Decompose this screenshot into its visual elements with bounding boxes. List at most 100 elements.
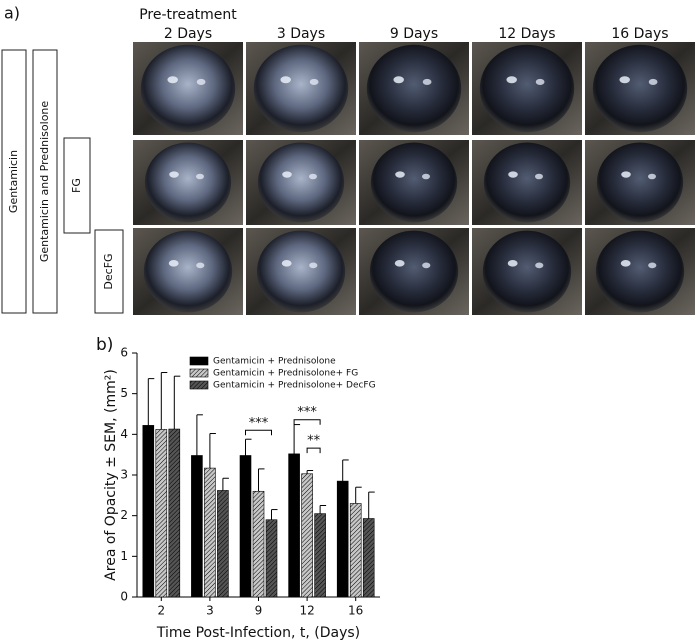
bar	[252, 490, 265, 598]
y-tick-label: 6	[120, 346, 128, 360]
eye-photo	[246, 228, 356, 315]
bar	[142, 425, 155, 598]
row-box	[1, 49, 27, 314]
eye-highlight	[196, 262, 205, 269]
bar	[265, 519, 278, 598]
bar	[217, 490, 229, 598]
legend-swatch	[189, 368, 209, 378]
eye-photo	[585, 140, 695, 225]
eye-cornea	[482, 230, 572, 313]
legend-label: Gentamicin + Prednisolone+ DecFG	[213, 381, 376, 391]
eye-cornea	[592, 44, 688, 133]
eye-photo	[472, 228, 582, 315]
bar	[204, 467, 216, 598]
eye-highlight	[535, 78, 545, 86]
x-tick-label: 9	[255, 604, 263, 618]
eye-highlight	[620, 260, 631, 267]
eye-cornea	[483, 142, 571, 223]
column-header: 12 Days	[498, 26, 556, 42]
eye-photo	[359, 228, 469, 315]
y-tick-label: 2	[120, 508, 128, 522]
x-axis-label: Time Post-Infection, t, (Days)	[156, 625, 360, 641]
eye-photo	[359, 140, 469, 225]
y-tick-label: 4	[120, 427, 128, 441]
eye-cornea	[256, 230, 346, 313]
eye-cornea	[595, 230, 685, 313]
row-label: Gentamicin	[7, 150, 20, 213]
eye-highlight	[647, 173, 656, 180]
significance-bracket	[306, 447, 321, 454]
eye-highlight	[507, 260, 518, 267]
bar	[191, 455, 203, 598]
row-label: Gentamicin and Prednisolone	[38, 101, 51, 263]
bar	[314, 513, 326, 598]
significance-bracket	[293, 419, 321, 425]
eye-cornea	[144, 142, 232, 223]
legend-swatch	[189, 356, 209, 366]
x-tick-label: 3	[206, 604, 214, 618]
eye-highlight	[281, 260, 292, 267]
row-box	[32, 49, 58, 314]
legend-label: Gentamicin + Prednisolone+ FG	[213, 369, 358, 379]
eye-photo	[246, 42, 356, 135]
eye-cornea	[479, 44, 575, 133]
row-box	[63, 137, 91, 234]
eye-cornea	[143, 230, 233, 313]
eye-highlight	[394, 260, 405, 267]
x-tick-label: 2	[157, 604, 165, 618]
legend-label: Gentamicin + Prednisolone	[213, 357, 336, 367]
legend-swatch	[189, 380, 209, 390]
eye-highlight	[309, 262, 318, 269]
y-axis-label: Area of Opacity ± SEM, (mm²)	[103, 369, 119, 581]
eye-cornea	[370, 142, 458, 223]
eye-photo	[472, 140, 582, 225]
eye-highlight	[308, 173, 317, 180]
row-label: DecFG	[102, 253, 115, 289]
eye-cornea	[596, 142, 684, 223]
eye-highlight	[196, 78, 206, 86]
eye-highlight	[648, 78, 658, 86]
y-tick-label: 1	[120, 549, 128, 563]
bar	[349, 503, 362, 598]
y-tick-label: 5	[120, 386, 128, 400]
bar	[336, 480, 349, 598]
eye-highlight	[395, 171, 405, 178]
eye-highlight	[309, 78, 319, 86]
eye-photo	[585, 42, 695, 135]
eye-photo	[133, 228, 243, 315]
bar	[239, 455, 252, 598]
eye-photo	[246, 140, 356, 225]
eye-cornea	[140, 44, 236, 133]
column-header: 16 Days	[611, 26, 669, 42]
eye-highlight	[421, 173, 430, 180]
eye-cornea	[366, 44, 462, 133]
eye-highlight	[648, 262, 657, 269]
eye-cornea	[257, 142, 345, 223]
row-box	[94, 229, 124, 314]
significance-label: ***	[249, 416, 269, 431]
eye-highlight	[508, 171, 518, 178]
eye-photo	[133, 140, 243, 225]
eye-highlight	[506, 76, 517, 84]
eye-highlight	[195, 173, 204, 180]
eye-photo	[585, 228, 695, 315]
eye-highlight	[169, 171, 179, 178]
eye-photo	[133, 42, 243, 135]
bar	[168, 428, 181, 598]
eye-highlight	[534, 173, 543, 180]
eye-photo	[472, 42, 582, 135]
eye-highlight	[619, 76, 630, 84]
significance-bracket	[245, 429, 272, 436]
bar	[362, 518, 375, 598]
eye-highlight	[535, 262, 544, 269]
x-tick-label: 12	[299, 604, 314, 618]
y-tick-label: 0	[120, 590, 128, 604]
eye-cornea	[369, 230, 459, 313]
panel-label: a)	[4, 4, 20, 23]
eye-highlight	[422, 262, 431, 269]
bar	[288, 453, 300, 598]
eye-highlight	[282, 171, 292, 178]
eye-highlight	[280, 76, 291, 84]
bar	[301, 473, 313, 598]
